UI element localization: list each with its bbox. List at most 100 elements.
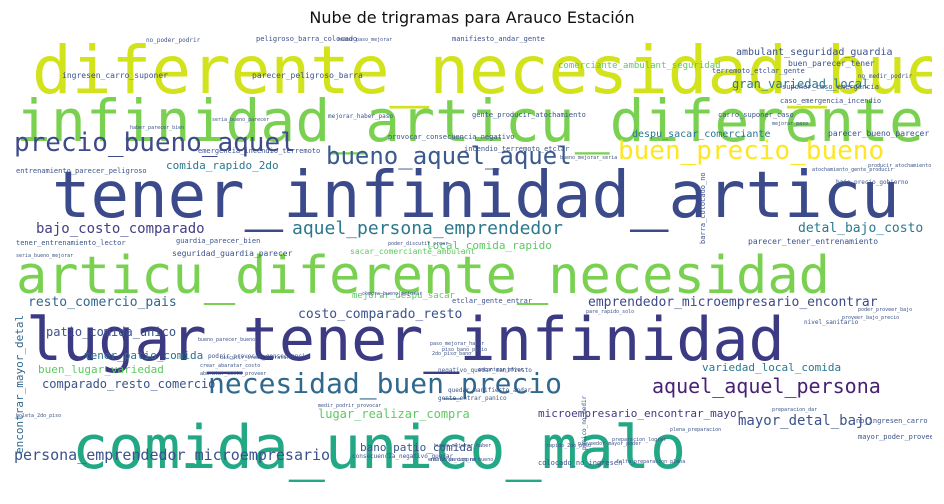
cloud-word: quedar_manifiesto_andar	[448, 387, 532, 394]
cloud-word: bueno_mejorar_seria	[560, 155, 618, 161]
cloud-word: tener_patio_comida	[84, 349, 204, 362]
cloud-word: plena_preparacion	[670, 427, 722, 433]
cloud-word: no_medir_podrir	[858, 73, 913, 80]
cloud-word: etclar_gente_entrar	[452, 297, 533, 305]
cloud-word: poder_proveer_bajo	[858, 307, 913, 313]
cloud-word: emergencia_incendio_terremoto	[198, 147, 321, 155]
cloud-word: gente_entrar_panico	[438, 395, 507, 402]
cloud-word: tener_entrenamiento_lector	[16, 239, 126, 247]
cloud-word: entrar_panico_no	[428, 457, 477, 463]
cloud-word: mayor_detal_bajo	[738, 413, 873, 429]
cloud-word: bueno_mejorar_haber	[434, 443, 492, 449]
cloud-word: ingresen_carro_suponer	[62, 71, 168, 80]
cloud-word: proveedor_mayor_poder	[578, 441, 642, 447]
cloud-word: necesidad_buen_precio	[208, 367, 563, 400]
cloud-word: diferente_necesidad_buen	[32, 34, 932, 109]
cloud-word: atochamiento_gente_producir	[812, 167, 894, 173]
cloud-word: buen_parecer_tener	[788, 59, 875, 68]
cloud-word: realizar_compra_bueno	[430, 457, 494, 463]
cloud-word: encontrar_mayor	[478, 367, 524, 373]
cloud-word: costo_comparado_resto	[298, 307, 463, 322]
cloud-word: incendio_terremoto_etclar	[464, 145, 570, 153]
cloud-word: seria_bueno_parecer	[212, 117, 270, 123]
cloud-word: parecer_peligroso_barra	[252, 71, 363, 80]
cloud-word: nivel_sanitario	[804, 319, 859, 326]
cloud-word: comerciante_ambulant_seguridad	[558, 61, 721, 71]
cloud-word: preparacion_dar	[772, 407, 818, 413]
cloud-word: bueno_parecer_bueno	[198, 337, 256, 343]
cloud-word: seguridad_guardia_parecer	[172, 249, 293, 258]
cloud-word: comida_rapido_2do	[166, 159, 279, 172]
cloud-word: encontrar_mayor_detal	[13, 314, 26, 454]
cloud-word: rapido_2do_piso	[546, 443, 592, 449]
cloud-word: falta_preparacion_plena	[616, 459, 686, 465]
cloud-word: mejorar_haber_paso	[328, 113, 394, 120]
cloud-word: lugar_realizar_compra	[318, 407, 470, 421]
cloud-word: discutir_crear_abaratar	[220, 355, 290, 361]
cloud-word: crear_abaratar_costo	[200, 363, 261, 369]
cloud-word: parecer_tener_entrenamiento	[748, 237, 879, 246]
cloud-word: comparado_resto_comercio	[42, 377, 216, 391]
cloud-word: entrenamiento_parecer_peligroso	[16, 167, 147, 175]
cloud-word: buen_precio_bueno	[618, 136, 885, 166]
cloud-word: haber_paso_mejorar	[338, 37, 393, 43]
cloud-word: 2do_piso_bano	[432, 351, 472, 357]
cloud-word: compra_bueno_mejorar	[362, 291, 423, 297]
cloud-word: suponer_caso_emergencia	[782, 83, 879, 91]
cloud-word: guardia_parecer_bien	[176, 237, 261, 245]
cloud-word: colocado_no_ingresen	[538, 459, 623, 467]
cloud-word: barra_colocado_no	[699, 172, 707, 244]
cloud-word: abaratar_costo_proveer	[200, 371, 267, 377]
cloud-word: infinidad_articu_diferente	[16, 87, 924, 155]
cloud-word: bueno_aquel_aquel	[326, 142, 572, 170]
cloud-word: boleta_2do_piso	[16, 413, 62, 419]
cloud-word: carro_suponer_caso	[718, 111, 794, 119]
cloud-word: mayor_poder_proveer	[858, 433, 932, 441]
cloud-word: despu_sacar_comerciante	[632, 129, 771, 140]
cloud-word: emprendedor_microempresario_encontrar	[588, 295, 878, 310]
cloud-word: buen_lugar_variedad	[38, 363, 164, 376]
cloud-word: bano_patio_comida	[360, 441, 473, 454]
cloud-word: no_poder_podrir	[146, 37, 201, 44]
cloud-word: provocar_consecuencia_negativo	[388, 133, 515, 141]
cloud-word: consecuencia_negativo_quedar	[352, 453, 454, 460]
cloud-word: resto_comercio_pais	[28, 295, 177, 310]
cloud-word: articu_diferente_necesidad	[16, 246, 830, 306]
cloud-word: negativo_quedar_manifiesto	[438, 367, 532, 374]
word-cloud: diferente_necesidad_buen infinidad_articu…	[12, 34, 932, 494]
cloud-word: precio_bueno_aquel	[14, 128, 296, 158]
cloud-word: proveer_bajo_precio	[842, 315, 900, 321]
cloud-word: producir_atochamiento_gente	[868, 163, 932, 169]
cloud-word: seria_bueno_mejorar	[16, 253, 74, 259]
cloud-word: ambulant_seguridad_guardia	[736, 47, 893, 58]
cloud-word: haber_parecer_bien	[130, 125, 185, 131]
page-title: Nube de trigramas para Arauco Estación	[309, 8, 635, 27]
cloud-word: preparacion_lograr	[612, 437, 667, 443]
cloud-word: parecer_bueno_parecer	[828, 129, 930, 138]
cloud-word: lugar_tener_infinidad	[26, 305, 785, 375]
cloud-word: medir_podrir_provocar	[318, 403, 382, 409]
cloud-word: persona_emprendedor_microempresario	[14, 446, 331, 464]
cloud-word: comida_unico_malo	[72, 413, 687, 483]
cloud-word: no_ingresen_carro	[856, 417, 928, 425]
cloud-word: podrir_provocar_consecuencia	[208, 353, 310, 360]
cloud-word: patio_comida_unico	[46, 325, 177, 339]
cloud-word: manifiesto_andar_gente	[452, 35, 545, 43]
cloud-word: mejorar_despu_sacar	[352, 291, 455, 301]
cloud-word: poder_discutir_crear	[388, 241, 449, 247]
cloud-word: sacar_comerciante_ambulant	[350, 247, 476, 256]
cloud-word: detal_bajo_costo	[798, 221, 924, 236]
cloud-word: aquel_persona_emprendedor	[292, 218, 563, 239]
cloud-word: local_comida_rapido	[426, 239, 552, 252]
cloud-word: caso_emergencia_incendio	[780, 97, 882, 105]
cloud-word: terremoto_etclar_gente	[712, 67, 805, 75]
cloud-word: bajo_precio_gobierno	[836, 179, 909, 186]
cloud-word: piso_bano_patio	[442, 347, 488, 353]
cloud-word: tener_infinidad_articu	[52, 159, 900, 233]
cloud-word: bajo_costo_comparado	[36, 221, 205, 237]
cloud-word: aquel_aquel_persona	[652, 374, 881, 398]
cloud-word: variedad_local_comida	[702, 361, 842, 374]
cloud-word: gran_variedad_local	[732, 77, 870, 91]
cloud-word: gente_producir_atochamiento	[472, 111, 586, 119]
cloud-word: paso_mejorar_haber	[430, 341, 485, 347]
